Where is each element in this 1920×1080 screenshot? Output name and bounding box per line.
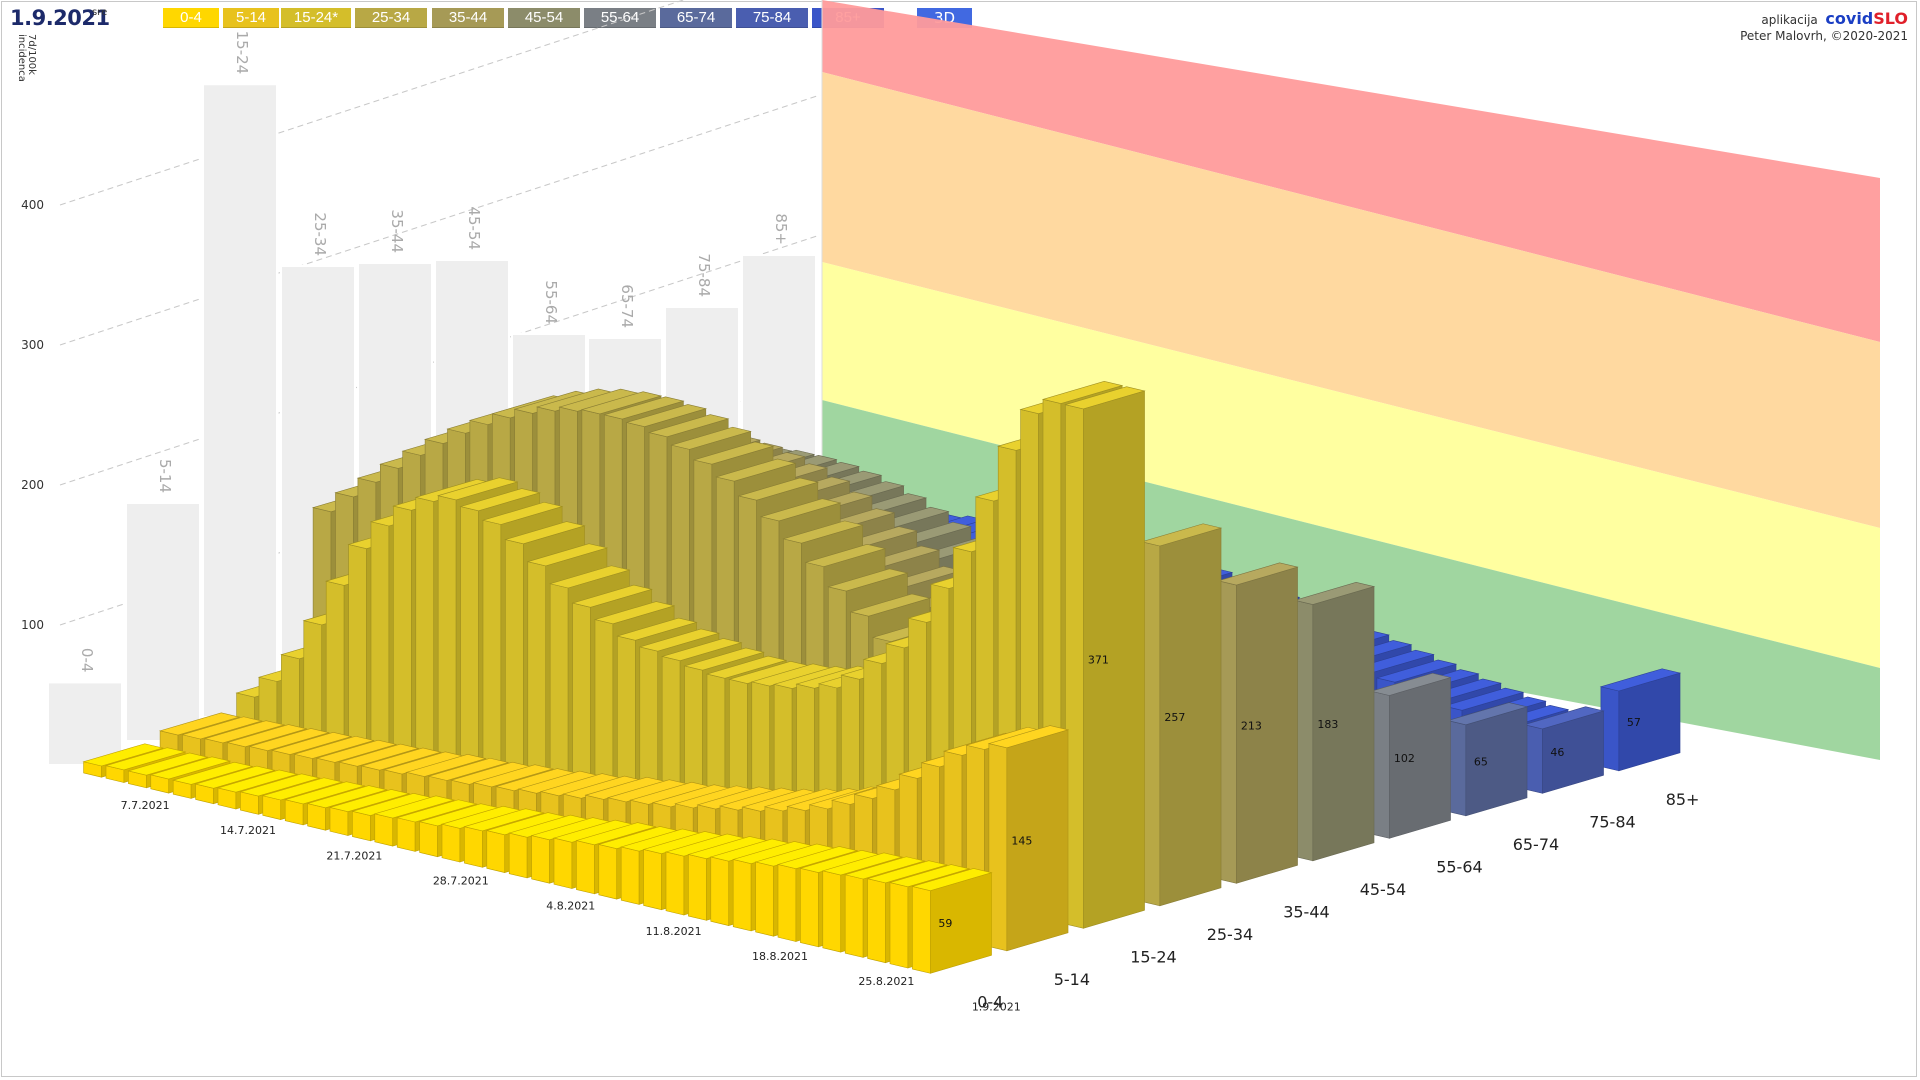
bar-15-24-37 xyxy=(1064,386,1146,929)
back-wall-bar-0-4 xyxy=(47,681,123,767)
y-tick-400: 400 xyxy=(21,198,44,212)
date-label-0: 7.7.2021 xyxy=(121,799,170,812)
bar-45-54-37 xyxy=(1293,582,1376,862)
y-tick-200: 200 xyxy=(21,478,44,492)
date-label-2: 21.7.2021 xyxy=(326,849,382,862)
age-axis-label-45-54: 45-54 xyxy=(1360,880,1407,899)
age-axis-label-35-44: 35-44 xyxy=(1283,903,1330,922)
bar-75-84-37 xyxy=(1523,706,1605,794)
value-label-75-84: 46 xyxy=(1550,746,1564,759)
legend-15-24[interactable]: 15-24* xyxy=(281,8,351,28)
value-label-5-14: 145 xyxy=(1011,834,1032,847)
age-axis-label-75-84: 75-84 xyxy=(1589,813,1636,832)
age-axis-label-55-64: 55-64 xyxy=(1436,858,1483,877)
credit-block: aplikacija covidSLO Peter Malovrh, ©2020… xyxy=(1740,11,1908,44)
bar-35-44-37 xyxy=(1217,562,1299,884)
band-red xyxy=(822,0,1880,342)
bar-0-4-37 xyxy=(911,868,993,974)
gridline-300 xyxy=(59,94,821,346)
app-prefix: aplikacija xyxy=(1761,13,1818,27)
back-wall-label-0-4: 0-4 xyxy=(78,648,96,673)
date-label-3: 28.7.2021 xyxy=(433,874,489,887)
band-orange xyxy=(822,72,1880,528)
band-yellow xyxy=(822,262,1880,668)
date-title: 1.9.2021 xyxy=(10,6,110,30)
app-name-covid: covid xyxy=(1825,9,1874,28)
age-axis-label-65-74: 65-74 xyxy=(1513,835,1560,854)
app-name-slo: SLO xyxy=(1873,9,1908,28)
value-label-0-4: 59 xyxy=(938,917,952,930)
y-tick-100: 100 xyxy=(21,618,44,632)
legend-75-84[interactable]: 75-84 xyxy=(736,8,808,28)
date-label-7: 25.8.2021 xyxy=(858,975,914,988)
value-label-15-24: 371 xyxy=(1088,654,1109,667)
bar-55-64-37 xyxy=(1370,672,1452,839)
back-wall-label-15-24: 15-24 xyxy=(233,31,251,75)
date-label-1: 14.7.2021 xyxy=(220,824,276,837)
back-wall-label-5-14: 5-14 xyxy=(156,459,174,493)
age-axis-label-25-34: 25-34 xyxy=(1207,925,1254,944)
value-label-65-74: 65 xyxy=(1474,755,1488,768)
gridline-400 xyxy=(59,0,685,206)
back-wall-label-45-54: 45-54 xyxy=(465,206,483,250)
legend-45-54[interactable]: 45-54 xyxy=(508,8,580,28)
y-tick-300: 300 xyxy=(21,338,44,352)
value-label-25-34: 257 xyxy=(1164,711,1185,724)
legend-35-44[interactable]: 35-44 xyxy=(432,8,504,28)
age-axis-label-15-24: 15-24 xyxy=(1130,948,1177,967)
back-wall-bar-5-14 xyxy=(125,502,201,742)
bar-65-74-37 xyxy=(1446,702,1529,817)
back-wall-label-25-34: 25-34 xyxy=(311,212,329,256)
age-axis-label-0-4: 0-4 xyxy=(977,993,1003,1012)
value-label-35-44: 213 xyxy=(1241,719,1262,732)
legend-0-4[interactable]: 0-4 xyxy=(163,8,219,28)
date-label-8: 1.9.2021 xyxy=(972,1000,1021,1013)
day-of-week: sre xyxy=(92,7,108,18)
age-axis-label-5-14: 5-14 xyxy=(1054,970,1090,989)
back-wall-label-55-64: 55-64 xyxy=(542,280,560,324)
date-label-6: 18.8.2021 xyxy=(752,950,808,963)
legend-55-64[interactable]: 55-64 xyxy=(584,8,656,28)
back-wall-bar-15-24 xyxy=(202,83,278,718)
back-wall-label-85+: 85+ xyxy=(772,213,790,245)
back-wall-label-65-74: 65-74 xyxy=(618,284,636,328)
date-label-4: 4.8.2021 xyxy=(546,900,595,913)
legend-65-74[interactable]: 65-74 xyxy=(660,8,732,28)
age-axis-label-85plus: 85+ xyxy=(1666,790,1700,809)
bar-5-14-37 xyxy=(987,725,1070,952)
value-label-45-54: 183 xyxy=(1317,718,1338,731)
value-label-55-64: 102 xyxy=(1394,752,1415,765)
date-label-5: 11.8.2021 xyxy=(646,925,702,938)
value-label-85+: 57 xyxy=(1627,716,1641,729)
legend-5-14[interactable]: 5-14 xyxy=(223,8,279,28)
author-credit: Peter Malovrh, ©2020-2021 xyxy=(1740,29,1908,43)
back-wall-label-75-84: 75-84 xyxy=(695,253,713,297)
back-wall-label-35-44: 35-44 xyxy=(388,209,406,253)
legend-25-34[interactable]: 25-34 xyxy=(355,8,427,28)
